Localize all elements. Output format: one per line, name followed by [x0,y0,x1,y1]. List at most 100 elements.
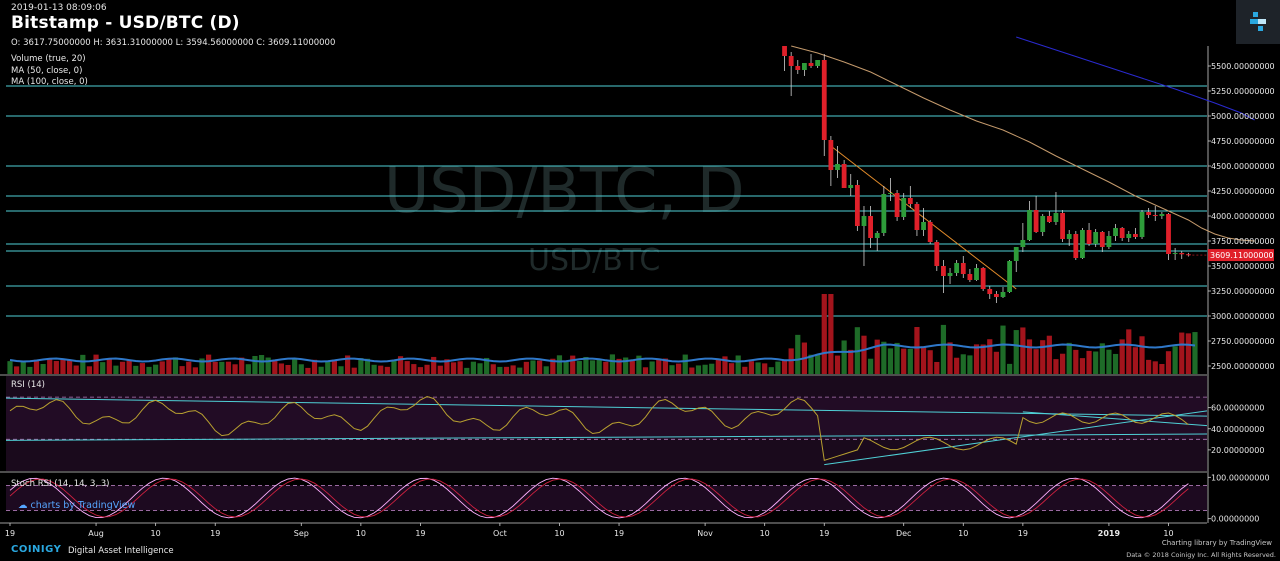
candle-body [1013,247,1019,261]
volume-bar [133,365,139,374]
rsi-tick-label: 20.00000000 [1211,446,1264,455]
candle-body [1133,234,1138,237]
volume-bar [689,367,695,374]
coinigy-logo-icon[interactable] [1236,0,1280,44]
volume-bar [490,364,496,374]
candle-body [828,140,834,170]
volume-bar [159,361,165,374]
rsi-tick-label: 40.00000000 [1211,425,1264,434]
volume-bar [861,335,867,374]
volume-bar [27,366,33,374]
price-tick-label: 5250.00000000 [1211,87,1275,96]
candle-body [841,164,847,188]
volume-bar [603,361,609,374]
volume-bar [457,361,463,374]
volume-bar [563,361,569,374]
volume-bar [987,339,993,374]
candle-body [874,233,880,238]
volume-bar [397,356,404,374]
time-tick-label: 10 [151,529,161,538]
volume-bar [450,362,457,374]
candle-body [914,204,920,230]
stoch-tick-label: 100.00000000 [1211,473,1270,482]
time-tick-label: 19 [1018,529,1028,538]
candle-body [894,193,900,217]
volume-bar [669,365,675,374]
volume-bar [881,341,887,374]
candle-body [1053,213,1059,222]
volume-bar [351,367,357,374]
volume-bar [212,361,218,374]
legend-ma50[interactable]: MA (50, close, 0) [11,66,83,76]
time-tick-label: 19 [614,529,624,538]
volume-bar [1066,342,1072,374]
candle-body [1086,230,1092,244]
legend-volume[interactable]: Volume (true, 20) [11,54,86,64]
volume-bar [709,363,715,374]
price-tick-label: 3500.00000000 [1211,262,1275,271]
volume-bar [815,354,821,374]
volume-bar [775,361,781,374]
volume-bar [225,361,232,374]
volume-bar [927,350,933,374]
rsi-trendline [5,397,1208,417]
candle-body [1139,212,1145,237]
volume-bar [113,365,119,374]
watermark-symbol: USD/BTC, D [384,154,745,227]
volume-bar [1053,359,1059,374]
charting-credit[interactable]: Charting library by TradingView [1161,539,1272,547]
stoch-band-bg [6,485,1207,511]
volume-bar [742,366,748,374]
ma100-line [1016,36,1255,121]
price-tick-label: 4250.00000000 [1211,187,1275,196]
volume-bar [907,348,913,374]
volume-bar [93,354,99,374]
time-tick-label: 19 [819,529,829,538]
stoch-pane-label[interactable]: Stoch RSI (14, 14, 3, 3) [11,479,110,489]
time-tick-label: 10 [760,529,770,538]
volume-bar [106,358,112,374]
candle-body [947,273,953,276]
tradingview-badge[interactable]: ☁ charts by TradingView [18,500,135,511]
volume-bar [583,356,589,374]
volume-bar [53,361,59,374]
candle-body [934,242,940,266]
volume-bar [848,349,854,374]
candle-body [980,268,986,289]
candle-body [808,63,814,66]
coinigy-logo[interactable]: COINIGY [11,544,62,555]
candle-body [1046,216,1052,222]
volume-bar [153,364,159,374]
volume-bar [1073,349,1079,374]
volume-bar [735,355,741,374]
volume-bar [444,359,450,374]
legend-ma100[interactable]: MA (100, close, 0) [11,77,88,87]
volume-bar [384,366,390,374]
candle-body [861,216,867,226]
candle-body [802,63,807,70]
volume-bar [642,367,649,374]
volume-bar [206,354,212,374]
volume-bar [768,367,774,374]
time-tick-label: 10 [1163,529,1173,538]
candle-body [1172,253,1178,254]
time-tick-label: 10 [356,529,366,538]
volume-bar [629,360,635,374]
volume-bar [649,361,655,374]
price-tick-label: 5500.00000000 [1211,62,1275,71]
volume-bar [126,360,132,374]
rsi-band-bg [6,397,1207,440]
volume-bar [464,367,470,374]
rsi-pane-label[interactable]: RSI (14) [11,380,45,390]
volume-bar [947,342,953,374]
volume-bar [1165,351,1172,374]
stoch-tick-label: 0.00000000 [1211,515,1259,524]
volume-bar [331,359,337,374]
volume-bar [576,361,582,374]
volume-bar [920,346,927,374]
volume-bar [954,357,960,374]
tradingview-badge-text: charts by TradingView [30,500,136,511]
volume-bar [252,355,258,374]
price-tick-label: 4500.00000000 [1211,162,1275,171]
